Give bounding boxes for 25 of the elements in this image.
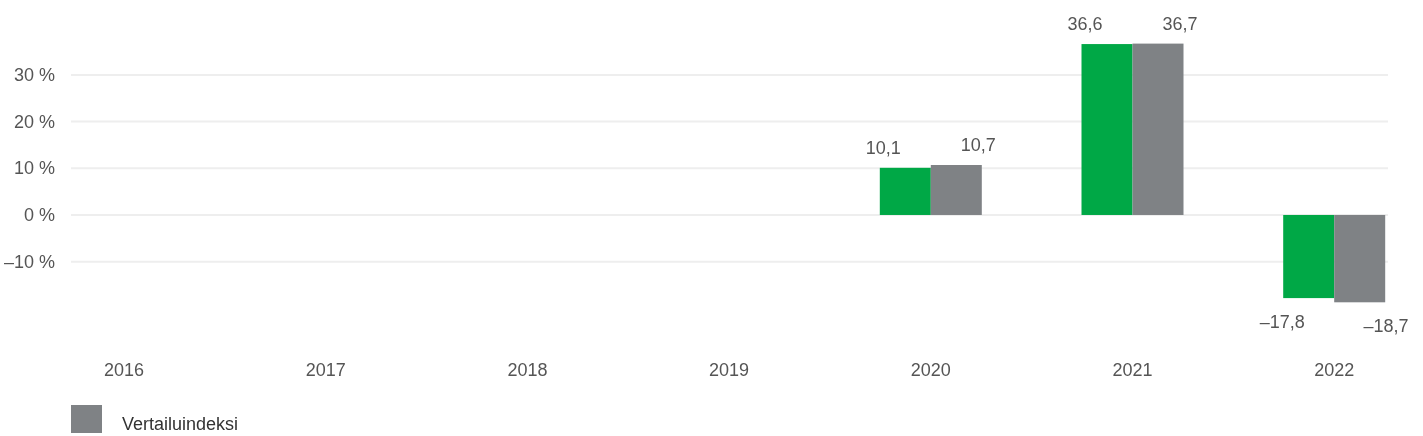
y-tick-label: 30 % — [13, 64, 55, 85]
bar — [1283, 214, 1335, 299]
x-tick-label: 2018 — [507, 360, 548, 380]
data-label: 10,1 — [865, 137, 901, 158]
x-tick-label: 2017 — [305, 360, 346, 380]
x-tick-label: 2021 — [1112, 360, 1153, 380]
y-tick-label: 0 % — [23, 204, 55, 225]
y-tick-label: –10 % — [3, 251, 55, 272]
bar — [1132, 43, 1184, 215]
y-tick-label: 10 % — [13, 158, 55, 179]
bar — [930, 165, 982, 215]
data-label: 36,6 — [1067, 14, 1103, 35]
data-label: 36,7 — [1162, 13, 1198, 34]
legend-label: Vertailuindeksi — [122, 414, 239, 434]
x-tick-label: 2020 — [910, 360, 951, 380]
x-tick-label: 2016 — [103, 360, 145, 380]
x-tick-label: 2019 — [709, 360, 750, 380]
bar — [879, 167, 931, 215]
bar — [1081, 44, 1133, 215]
x-tick-label: 2022 — [1314, 360, 1355, 380]
data-label: 10,7 — [960, 135, 996, 156]
y-tick-label: 20 % — [13, 111, 55, 132]
data-label: –17,8 — [1259, 312, 1305, 333]
bar — [1334, 214, 1386, 303]
data-label: –18,7 — [1363, 316, 1409, 337]
